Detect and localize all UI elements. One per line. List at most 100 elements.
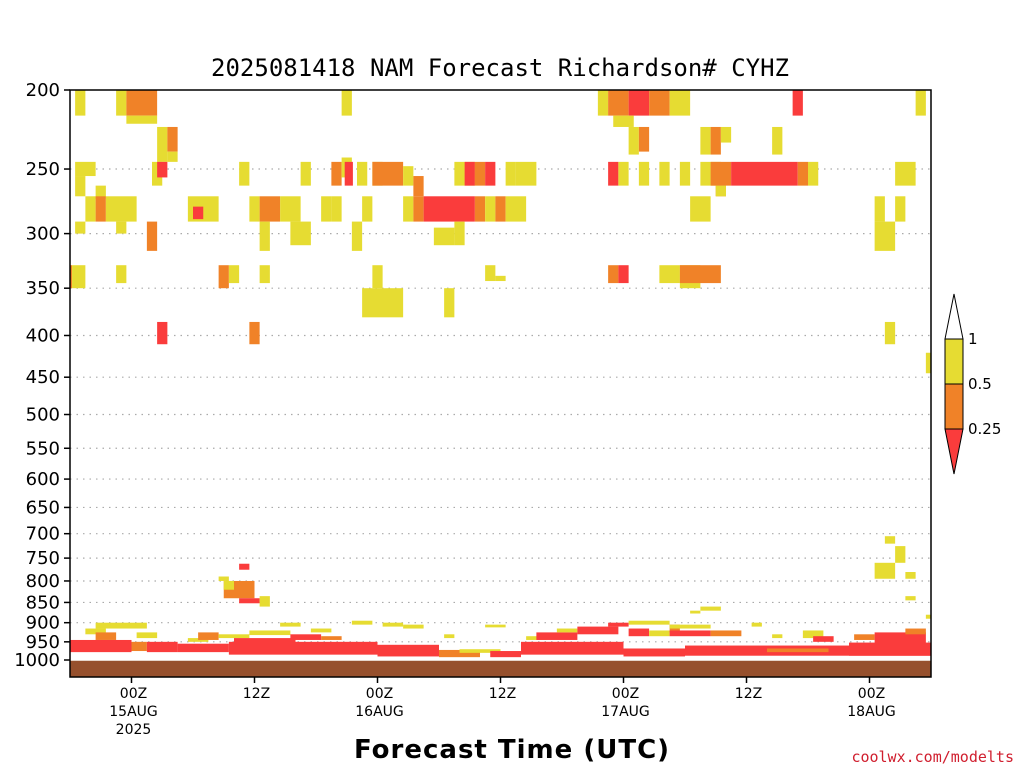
ri-cell bbox=[372, 161, 404, 186]
x-tick-label: 00Z bbox=[120, 686, 147, 702]
ri-cell bbox=[351, 620, 373, 625]
ri-cell bbox=[925, 352, 931, 374]
colorbar-bottom-triangle bbox=[944, 428, 964, 475]
y-tick-label: 500 bbox=[26, 405, 60, 426]
ri-cell bbox=[228, 641, 378, 655]
x-tick-label: 16AUG bbox=[355, 704, 404, 720]
colorbar-label: 0.25 bbox=[968, 420, 1001, 438]
ri-cell bbox=[228, 265, 240, 284]
y-tick-label: 450 bbox=[26, 367, 60, 388]
y-tick-label: 850 bbox=[26, 592, 60, 613]
colorbar-label: 0.5 bbox=[968, 375, 992, 393]
ri-cell bbox=[198, 632, 219, 640]
ri-cell bbox=[854, 634, 875, 640]
ri-cell bbox=[259, 221, 270, 251]
ri-cell bbox=[710, 126, 721, 155]
ri-cell bbox=[628, 126, 639, 155]
ri-cell bbox=[669, 90, 691, 116]
y-tick-label: 950 bbox=[26, 632, 60, 653]
ri-cell bbox=[423, 196, 475, 222]
ri-cell bbox=[679, 161, 691, 186]
x-tick-label: 00Z bbox=[612, 686, 639, 702]
ri-cell bbox=[638, 126, 650, 152]
ri-cell bbox=[223, 580, 234, 590]
ri-cell bbox=[351, 221, 363, 251]
ri-cell bbox=[772, 634, 783, 639]
ri-cell bbox=[905, 572, 916, 579]
ri-cell bbox=[495, 196, 506, 222]
ri-cell bbox=[608, 622, 629, 627]
ri-cell bbox=[895, 196, 906, 222]
ri-cell bbox=[75, 161, 96, 177]
source-credit: coolwx.com/modelts bbox=[851, 748, 1014, 766]
y-tick-label: 600 bbox=[26, 469, 60, 490]
ri-cell bbox=[669, 624, 711, 629]
ri-cell bbox=[75, 221, 86, 234]
ri-cell bbox=[454, 161, 465, 186]
ri-cell bbox=[157, 321, 168, 345]
ri-cell bbox=[167, 151, 178, 162]
ri-cell bbox=[905, 596, 916, 601]
ri-cell bbox=[372, 265, 383, 289]
ri-cell bbox=[874, 196, 885, 222]
y-tick-label: 550 bbox=[26, 438, 60, 459]
ri-cell bbox=[808, 161, 819, 186]
ri-cell bbox=[239, 161, 250, 186]
ri-cell bbox=[218, 634, 250, 639]
x-tick-label: 18AUG bbox=[847, 704, 896, 720]
ri-cell bbox=[608, 161, 619, 186]
ri-cell bbox=[813, 636, 834, 642]
ri-cell bbox=[157, 161, 168, 178]
ri-cell bbox=[70, 265, 73, 289]
colorbar-label: 1 bbox=[968, 330, 978, 348]
x-tick-label: 17AUG bbox=[601, 704, 650, 720]
y-tick-label: 800 bbox=[26, 571, 60, 592]
ri-cell bbox=[618, 265, 629, 284]
ground-band bbox=[70, 660, 931, 677]
ri-cell bbox=[331, 196, 342, 222]
ri-cell bbox=[444, 634, 455, 639]
y-tick-label: 1000 bbox=[14, 650, 60, 671]
ri-cell bbox=[249, 321, 260, 345]
plot-background bbox=[70, 90, 931, 677]
x-axis: 00Z 15AUG 2025 12Z 00Z 16AUG 12Z 00Z 17AUG 12Z 00Z… bbox=[109, 677, 896, 738]
ri-cell bbox=[146, 641, 178, 653]
ri-cell bbox=[116, 265, 127, 284]
ri-cell bbox=[874, 562, 896, 579]
ri-cell bbox=[690, 196, 711, 222]
ri-cell bbox=[72, 265, 86, 289]
ri-cell bbox=[116, 90, 127, 116]
ri-cell bbox=[577, 626, 619, 635]
ri-cell bbox=[772, 126, 783, 155]
x-tick-label: 12Z bbox=[489, 686, 516, 702]
ri-cell bbox=[290, 221, 311, 246]
ri-cell bbox=[341, 90, 352, 116]
ri-cell bbox=[485, 196, 496, 222]
ri-cell bbox=[797, 161, 808, 186]
colorbar-top-triangle bbox=[944, 293, 964, 340]
y-tick-label: 200 bbox=[26, 80, 60, 101]
ri-cell bbox=[321, 196, 332, 222]
ri-cell bbox=[628, 620, 670, 625]
colorbar-segment bbox=[944, 338, 964, 385]
ri-cell bbox=[413, 176, 424, 197]
ri-cell bbox=[382, 622, 404, 627]
ri-cell bbox=[464, 161, 475, 186]
ri-cell bbox=[85, 628, 106, 635]
ri-cell bbox=[915, 90, 926, 116]
ri-cell bbox=[618, 161, 629, 186]
ri-cell bbox=[454, 221, 465, 246]
ri-cell bbox=[715, 185, 726, 197]
ri-cell bbox=[321, 636, 342, 640]
y-tick-label: 300 bbox=[26, 224, 60, 245]
ri-cell bbox=[556, 628, 578, 633]
ri-cell bbox=[485, 624, 506, 628]
ri-cell bbox=[234, 638, 296, 644]
ri-cell bbox=[649, 90, 670, 116]
ri-cell bbox=[485, 161, 496, 186]
ri-cell bbox=[193, 206, 204, 220]
ri-cell bbox=[459, 649, 501, 653]
y-tick-label: 900 bbox=[26, 613, 60, 634]
ri-cell bbox=[638, 161, 650, 186]
